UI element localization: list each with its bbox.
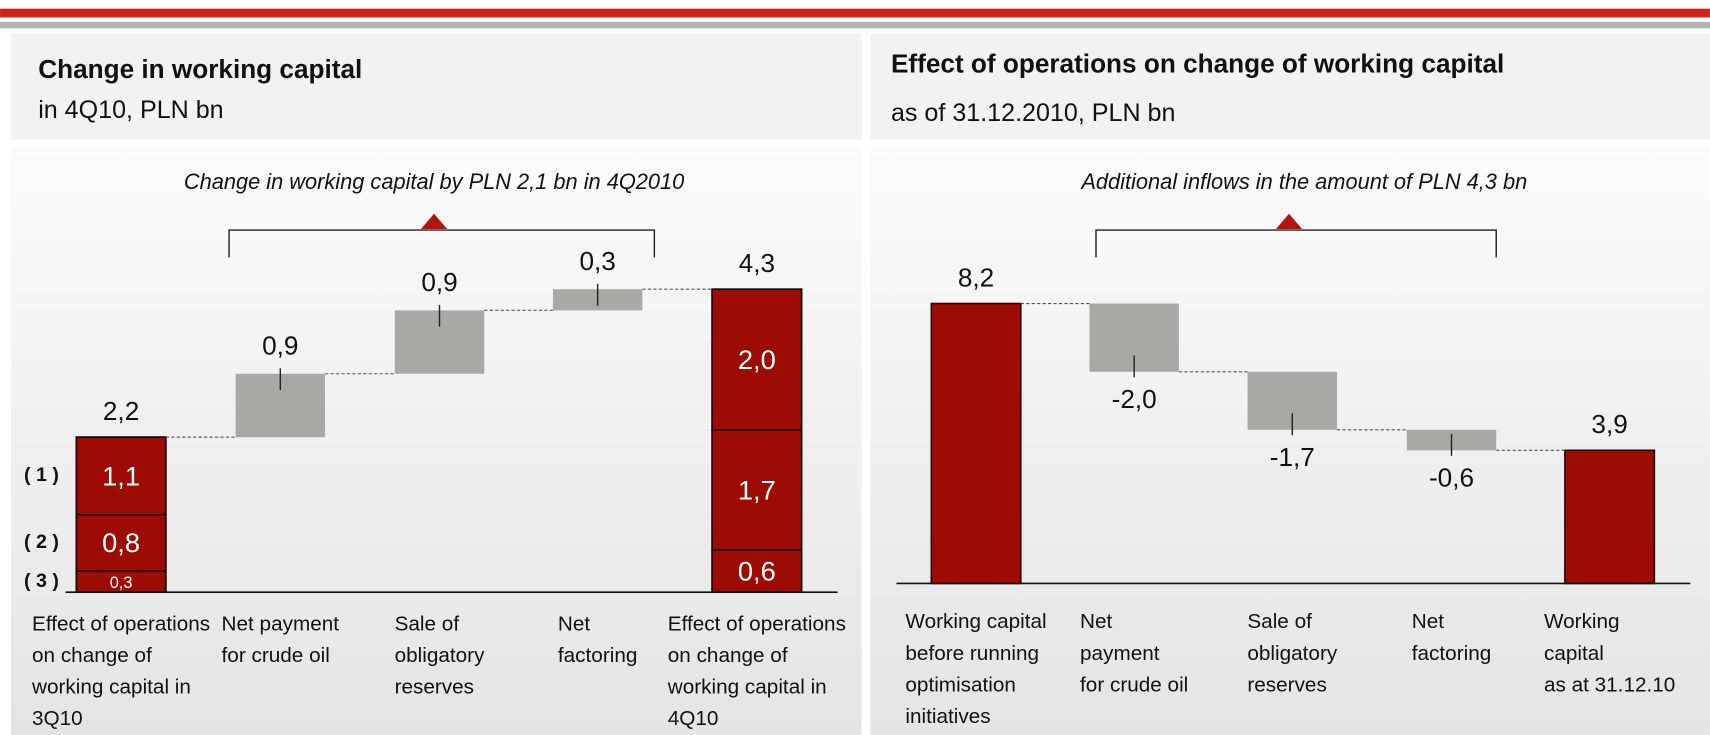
category-label-box: Net factoring — [1348, 606, 1555, 669]
top-rule — [0, 21, 1710, 29]
chart-subtitle: in 4Q10, PLN bn — [38, 96, 223, 124]
category-label-box: Net factoring — [494, 609, 701, 672]
annotation: Additional inflows in the amount of PLN … — [1079, 169, 1527, 194]
category-label-box: Working capital before running optimisat… — [872, 606, 1079, 732]
category-label: Sale of obligatory reserves — [394, 612, 485, 700]
segment-name: ( 1 ) — [24, 464, 59, 486]
chart-title: Change in working capital — [38, 54, 362, 84]
header-panel — [870, 33, 1710, 140]
category-label-wrap: Effect of operations on change of workin… — [17, 609, 224, 735]
category-label-wrap: Net payment for crude oil — [177, 609, 384, 672]
value-label: 4,3 — [739, 248, 775, 278]
category-label-box: Net payment for crude oil — [177, 609, 384, 672]
category-label: Net payment for crude oil — [221, 612, 340, 668]
category-label-wrap: Net factoring — [494, 609, 701, 672]
value-label: 0,3 — [579, 246, 615, 276]
stack-segment — [711, 429, 803, 551]
bracket — [1095, 229, 1497, 258]
category-label: Sale of obligatory reserves — [1247, 610, 1338, 697]
category-label: Net factoring — [1411, 610, 1492, 666]
header-panel — [10, 33, 862, 140]
stack-segment — [75, 436, 167, 516]
category-label-box: Working capital as at 31.12.10 — [1506, 606, 1710, 701]
category-label: Effect of operations on change of workin… — [32, 612, 211, 731]
value-label: 2,2 — [103, 396, 139, 426]
category-label: Working capital before running optimisat… — [905, 610, 1047, 729]
segment-label: 0,8 — [102, 527, 140, 558]
segment-name: ( 2 ) — [24, 531, 59, 553]
category-label-box: Sale of obligatory reserves — [336, 609, 543, 704]
value-label: 3,9 — [1591, 409, 1627, 439]
annotation: Change in working capital by PLN 2,1 bn … — [184, 169, 684, 194]
segment-label: 1,1 — [102, 460, 140, 491]
stack-segment — [75, 513, 167, 572]
value-label: -0,6 — [1429, 463, 1474, 493]
segment-label: 1,7 — [738, 474, 776, 505]
category-label-box: Sale of obligatory reserves — [1189, 606, 1396, 701]
category-label-wrap: Working capital as at 31.12.10 — [1506, 606, 1710, 701]
category-label-wrap: Sale of obligatory reserves — [336, 609, 543, 704]
segment-name: ( 3 ) — [24, 570, 59, 592]
segment-label: 2,0 — [738, 344, 776, 375]
category-label-wrap: Net payment for crude oil — [1031, 606, 1238, 701]
category-label-box: Effect of operations on change of workin… — [17, 609, 224, 735]
top-band — [0, 8, 1710, 18]
category-label: Net payment for crude oil — [1080, 610, 1189, 697]
category-label-wrap: Net factoring — [1348, 606, 1555, 669]
total-bar — [1564, 449, 1656, 585]
segment-label: 0,6 — [738, 555, 776, 586]
value-label: -2,0 — [1112, 384, 1157, 414]
category-label: Working capital as at 31.12.10 — [1543, 610, 1676, 697]
value-label: 0,9 — [262, 330, 298, 360]
value-label: -1,7 — [1270, 442, 1315, 472]
total-bar — [930, 302, 1022, 585]
value-label: 8,2 — [958, 262, 994, 292]
category-label-wrap: Effect of operations on change of workin… — [653, 609, 860, 735]
category-label-box: Net payment for crude oil — [1031, 606, 1238, 701]
category-label: Effect of operations on change of workin… — [667, 612, 846, 731]
stack-segment — [711, 288, 803, 431]
bracket — [228, 229, 656, 258]
category-label: Net factoring — [557, 612, 638, 668]
category-label-box: Effect of operations on change of workin… — [653, 609, 860, 735]
segment-label: 0,3 — [110, 574, 133, 592]
bracket-arrow — [420, 213, 448, 230]
chart-title: Effect of operations on change of workin… — [891, 48, 1504, 78]
bracket-arrow — [1275, 213, 1303, 230]
chart-subtitle: as of 31.12.2010, PLN bn — [891, 99, 1175, 127]
value-label: 0,9 — [421, 267, 457, 297]
category-label-wrap: Working capital before running optimisat… — [872, 606, 1079, 732]
category-label-wrap: Sale of obligatory reserves — [1189, 606, 1396, 701]
